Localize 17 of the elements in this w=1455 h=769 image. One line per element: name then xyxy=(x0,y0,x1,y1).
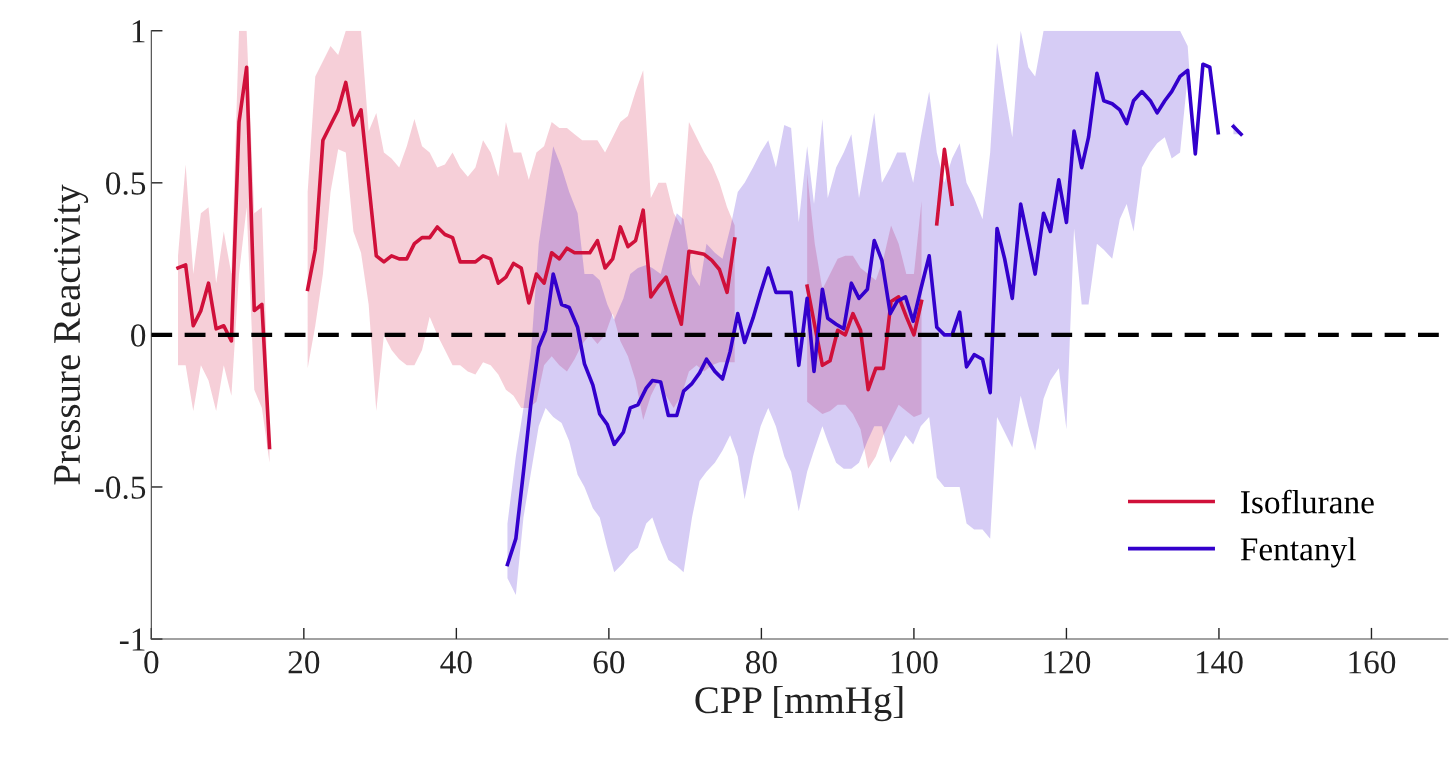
x-tick-label: 40 xyxy=(440,651,472,674)
x-tick-label: 120 xyxy=(1044,651,1091,674)
x-axis-title: CPP [mmHg] xyxy=(695,685,903,722)
y-tick-label: 0.5 xyxy=(106,172,146,195)
y-tick-label: -1 xyxy=(119,628,145,651)
legend-label: Fentanyl xyxy=(1240,537,1356,568)
x-tick-label: 60 xyxy=(593,651,625,674)
x-tick-label: 100 xyxy=(891,651,938,674)
x-tick-label: 80 xyxy=(746,651,777,674)
x-tick-label: 160 xyxy=(1349,651,1396,674)
x-tick-label: 140 xyxy=(1196,651,1243,674)
y-tick-label: 1 xyxy=(132,20,145,43)
legend-label: Isoflurane xyxy=(1241,489,1374,514)
x-tick-label: 20 xyxy=(288,651,320,674)
y-axis-title: Pressure Reactivity xyxy=(53,184,89,485)
y-tick-label: -0.5 xyxy=(94,476,146,500)
y-tick-label: 0 xyxy=(131,324,146,347)
